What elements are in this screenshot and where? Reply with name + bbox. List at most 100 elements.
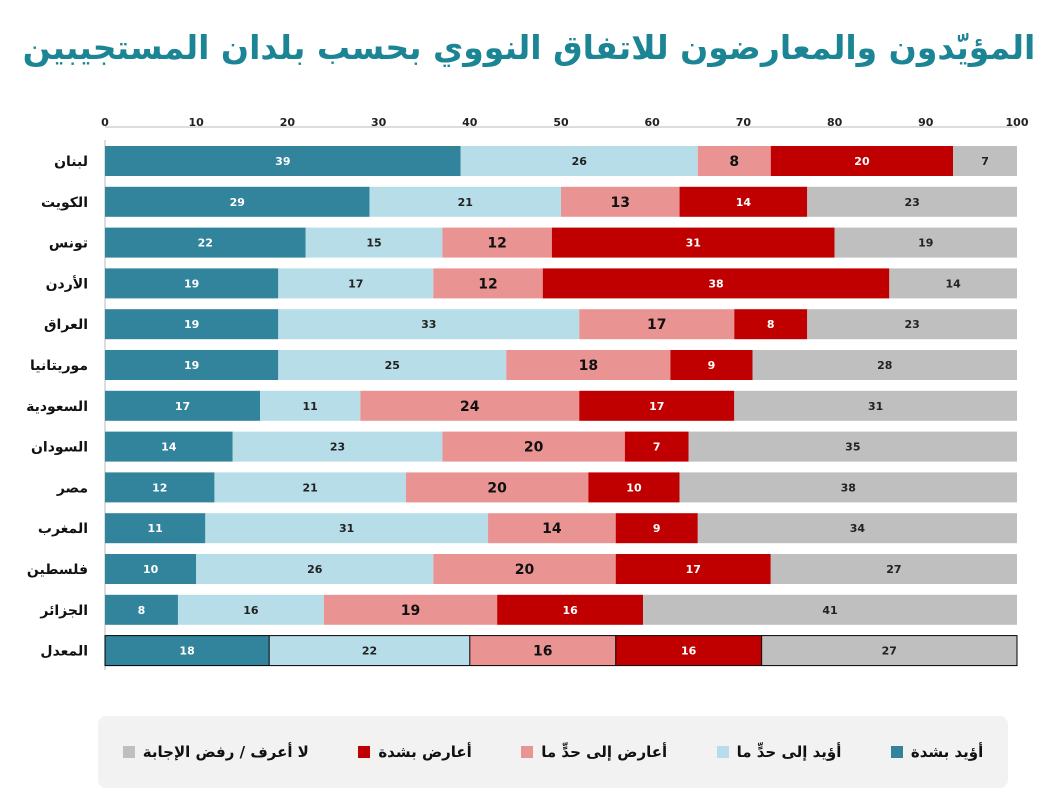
bar-segment bbox=[615, 554, 771, 584]
x-tick-label: 0 bbox=[101, 116, 109, 129]
bar-segment bbox=[460, 146, 698, 176]
x-tick-label: 80 bbox=[827, 116, 843, 129]
data-label: 31 bbox=[339, 522, 354, 535]
data-label: 26 bbox=[307, 563, 323, 576]
bar-segment bbox=[177, 594, 324, 625]
bar-segment bbox=[442, 431, 625, 462]
legend-label: أعارض بشدة bbox=[378, 743, 472, 761]
category-label: الجزائر bbox=[39, 603, 88, 619]
x-tick-label: 100 bbox=[1006, 116, 1029, 129]
data-label: 18 bbox=[579, 358, 598, 374]
bar-segment bbox=[323, 594, 498, 625]
data-label: 11 bbox=[148, 522, 163, 535]
category-label: السودان bbox=[31, 440, 88, 456]
bar-segment bbox=[752, 350, 1017, 380]
data-label: 38 bbox=[841, 481, 856, 494]
bar-segment bbox=[305, 227, 443, 258]
bar-segment bbox=[278, 309, 580, 340]
legend-label: أعارض إلى حدٍّ ما bbox=[541, 743, 668, 761]
data-label: 12 bbox=[487, 236, 506, 252]
bar-segment bbox=[561, 186, 680, 217]
data-label: 35 bbox=[845, 441, 860, 454]
average-row-border bbox=[104, 635, 1018, 667]
x-tick-label: 20 bbox=[280, 116, 296, 129]
legend-swatch bbox=[890, 746, 903, 758]
data-label: 10 bbox=[626, 481, 642, 494]
bar-segment bbox=[105, 635, 270, 666]
category-label: المعدل bbox=[40, 644, 88, 660]
bar-segment bbox=[679, 472, 1017, 503]
bar-segment bbox=[105, 594, 178, 625]
bar-segment bbox=[278, 350, 507, 380]
data-label: 20 bbox=[487, 480, 507, 496]
data-label: 10 bbox=[143, 563, 159, 576]
bar-segment bbox=[615, 513, 698, 544]
data-label: 17 bbox=[647, 317, 666, 333]
bar-segment bbox=[105, 472, 215, 503]
data-label: 18 bbox=[179, 645, 194, 658]
data-label: 16 bbox=[243, 604, 259, 617]
bar-segment bbox=[433, 268, 543, 299]
bar-segment bbox=[807, 186, 1017, 217]
bar-segment bbox=[488, 513, 616, 544]
data-label: 20 bbox=[524, 440, 544, 456]
bar-segment bbox=[105, 431, 233, 462]
bar-segment bbox=[953, 146, 1017, 176]
bar-segment bbox=[697, 146, 771, 176]
bar-segment bbox=[643, 594, 1017, 625]
data-label: 14 bbox=[542, 521, 562, 537]
data-label: 17 bbox=[348, 277, 363, 290]
data-label: 41 bbox=[822, 604, 837, 617]
bar-segment bbox=[579, 390, 735, 421]
legend: أؤيد بشدة أؤيد إلى حدٍّ ما أعارض إلى حدٍّ … bbox=[98, 716, 1008, 788]
legend-label: لا أعرف / رفض الإجابة bbox=[142, 743, 309, 761]
data-label: 14 bbox=[161, 441, 177, 454]
data-label: 14 bbox=[736, 196, 752, 209]
data-label: 27 bbox=[886, 563, 901, 576]
legend-swatch bbox=[521, 746, 534, 758]
legend-label: أؤيد بشدة bbox=[910, 743, 984, 761]
data-label: 12 bbox=[478, 276, 497, 292]
legend-item: لا أعرف / رفض الإجابة bbox=[122, 743, 309, 761]
bar-segment bbox=[105, 227, 306, 258]
bar-segment bbox=[269, 635, 470, 666]
bar-segment bbox=[405, 472, 589, 503]
bar-segment bbox=[579, 309, 735, 340]
data-label: 8 bbox=[729, 154, 739, 170]
bar-segment bbox=[615, 635, 762, 666]
category-label: المغرب bbox=[38, 521, 88, 537]
data-label: 11 bbox=[303, 400, 318, 413]
bar-segment bbox=[260, 390, 361, 421]
data-label: 19 bbox=[918, 237, 933, 250]
category-label: مصر bbox=[56, 480, 88, 496]
bar-segment bbox=[807, 309, 1017, 340]
bar-segment bbox=[734, 309, 808, 340]
data-label: 31 bbox=[686, 237, 701, 250]
bar-segment bbox=[214, 472, 406, 503]
x-tick-label: 50 bbox=[553, 116, 569, 129]
category-label: تونس bbox=[49, 236, 88, 252]
x-tick-label: 30 bbox=[371, 116, 387, 129]
bar-segment bbox=[205, 513, 489, 544]
category-label: فلسطين bbox=[27, 562, 88, 578]
data-label: 22 bbox=[362, 645, 377, 658]
data-label: 9 bbox=[653, 522, 661, 535]
bar-segment bbox=[105, 554, 197, 584]
data-label: 33 bbox=[421, 318, 436, 331]
data-label: 25 bbox=[385, 359, 400, 372]
data-label: 31 bbox=[868, 400, 883, 413]
bar-segment bbox=[105, 268, 279, 299]
bar-segment bbox=[770, 554, 1017, 584]
bar-segment bbox=[433, 554, 616, 584]
data-label: 7 bbox=[653, 441, 661, 454]
data-label: 8 bbox=[767, 318, 775, 331]
legend-item: أعارض إلى حدٍّ ما bbox=[521, 743, 667, 761]
x-tick-label: 40 bbox=[462, 116, 478, 129]
legend-swatch bbox=[358, 746, 371, 758]
legend-swatch bbox=[716, 746, 729, 758]
bar-segment bbox=[679, 186, 808, 217]
category-label: السعودية bbox=[26, 399, 88, 415]
data-label: 29 bbox=[230, 196, 245, 209]
bar-segment bbox=[588, 472, 680, 503]
x-tick-label: 60 bbox=[645, 116, 661, 129]
